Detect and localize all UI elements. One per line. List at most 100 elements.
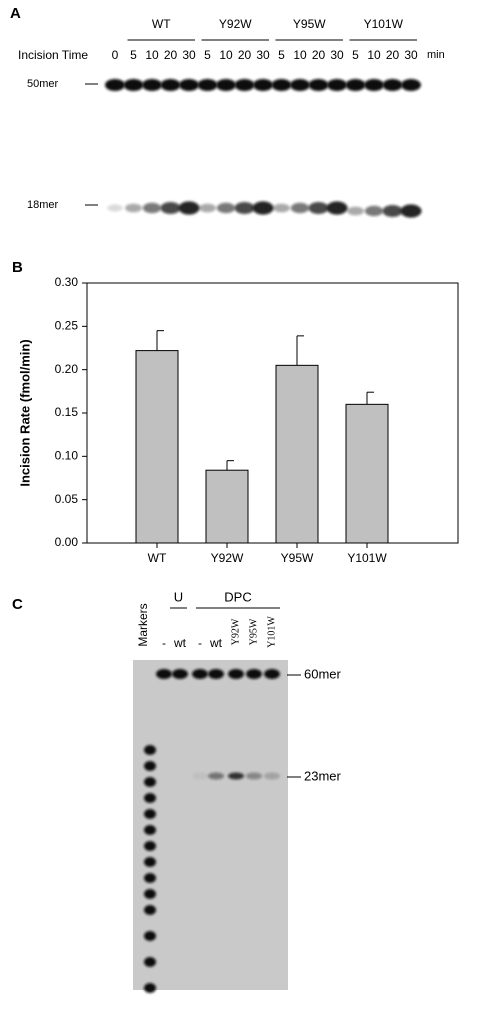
marker-band bbox=[144, 809, 156, 819]
y-tick-label: 0.10 bbox=[55, 449, 79, 463]
lane-label: 5 bbox=[130, 48, 137, 62]
panel-label: B bbox=[12, 259, 23, 276]
band bbox=[142, 202, 162, 214]
bar bbox=[275, 364, 319, 544]
lane-label: 5 bbox=[352, 48, 359, 62]
lane-label: 10 bbox=[219, 48, 233, 62]
lane-label: wt bbox=[173, 636, 187, 650]
size-marker: 18mer bbox=[27, 199, 59, 211]
row-title: Incision Time bbox=[18, 48, 88, 62]
band bbox=[264, 772, 280, 780]
lane-label: 30 bbox=[330, 48, 344, 62]
lane-label: 30 bbox=[256, 48, 270, 62]
band bbox=[208, 772, 224, 780]
lane-label: 0 bbox=[112, 48, 119, 62]
y-tick-label: 0.25 bbox=[55, 319, 79, 333]
y-tick-label: 0.30 bbox=[55, 275, 79, 289]
lane-label: 10 bbox=[293, 48, 307, 62]
band bbox=[105, 79, 125, 91]
band bbox=[123, 79, 144, 91]
lane-label: 20 bbox=[312, 48, 326, 62]
marker-band bbox=[144, 777, 156, 787]
lane-label: 30 bbox=[404, 48, 418, 62]
band bbox=[364, 79, 384, 91]
marker-band bbox=[144, 793, 156, 803]
band bbox=[228, 669, 244, 679]
marker-band bbox=[144, 931, 156, 941]
marker-band bbox=[144, 841, 156, 851]
band bbox=[345, 79, 366, 91]
bar bbox=[345, 403, 389, 544]
gel-bands bbox=[105, 79, 422, 993]
band bbox=[290, 79, 310, 91]
band bbox=[271, 79, 292, 91]
x-tick-label: WT bbox=[148, 551, 167, 565]
band bbox=[199, 203, 216, 213]
group-label: Y101W bbox=[364, 17, 404, 31]
band bbox=[382, 205, 403, 217]
gel-c bbox=[133, 660, 288, 990]
band bbox=[252, 201, 274, 215]
marker-lane-label: Markers bbox=[136, 603, 150, 646]
group-label: U bbox=[174, 589, 183, 604]
band bbox=[246, 669, 262, 679]
lane-label: wt bbox=[209, 636, 223, 650]
group-label: DPC bbox=[224, 589, 251, 604]
lane-label: 20 bbox=[386, 48, 400, 62]
bar bbox=[135, 350, 179, 544]
x-tick-label: Y95W bbox=[281, 551, 314, 565]
band bbox=[216, 202, 236, 214]
panel-label: A bbox=[10, 5, 21, 22]
lane-label: 5 bbox=[204, 48, 211, 62]
band bbox=[401, 79, 421, 91]
lane-label: 20 bbox=[238, 48, 252, 62]
band bbox=[290, 202, 310, 214]
panel-label: C bbox=[12, 596, 23, 613]
lane-label: Y101W bbox=[266, 616, 277, 648]
marker-band bbox=[144, 983, 156, 993]
size-marker: 60mer bbox=[304, 666, 342, 681]
band bbox=[216, 79, 236, 91]
band bbox=[364, 205, 384, 217]
band bbox=[142, 79, 162, 91]
band bbox=[160, 79, 181, 91]
band bbox=[308, 202, 329, 214]
band bbox=[156, 669, 172, 679]
group-label: Y92W bbox=[219, 17, 252, 31]
lane-label: 30 bbox=[182, 48, 196, 62]
lane-label: - bbox=[198, 636, 202, 650]
lane-label: 20 bbox=[164, 48, 178, 62]
x-tick-label: Y101W bbox=[347, 551, 387, 565]
marker-band bbox=[144, 873, 156, 883]
y-tick-label: 0.00 bbox=[55, 535, 79, 549]
band bbox=[273, 203, 290, 213]
lane-label: - bbox=[162, 636, 166, 650]
band bbox=[347, 206, 364, 216]
unit: min bbox=[427, 49, 445, 61]
band bbox=[308, 79, 329, 91]
band bbox=[107, 204, 123, 212]
band bbox=[208, 669, 224, 679]
group-label: WT bbox=[152, 17, 171, 31]
band bbox=[327, 79, 347, 91]
size-marker: 23mer bbox=[304, 768, 342, 783]
marker-band bbox=[144, 957, 156, 967]
marker-band bbox=[144, 905, 156, 915]
lane-label: Y92W bbox=[230, 618, 241, 645]
band bbox=[179, 79, 199, 91]
band bbox=[178, 201, 200, 215]
band bbox=[246, 772, 262, 780]
band bbox=[192, 772, 208, 780]
band bbox=[172, 669, 188, 679]
band bbox=[253, 79, 273, 91]
band bbox=[382, 79, 403, 91]
marker-band bbox=[144, 761, 156, 771]
marker-band bbox=[144, 825, 156, 835]
lane-label: 5 bbox=[278, 48, 285, 62]
size-marker: 50mer bbox=[27, 78, 59, 90]
band bbox=[197, 79, 218, 91]
band bbox=[326, 201, 348, 215]
marker-band bbox=[144, 745, 156, 755]
band bbox=[400, 204, 422, 218]
